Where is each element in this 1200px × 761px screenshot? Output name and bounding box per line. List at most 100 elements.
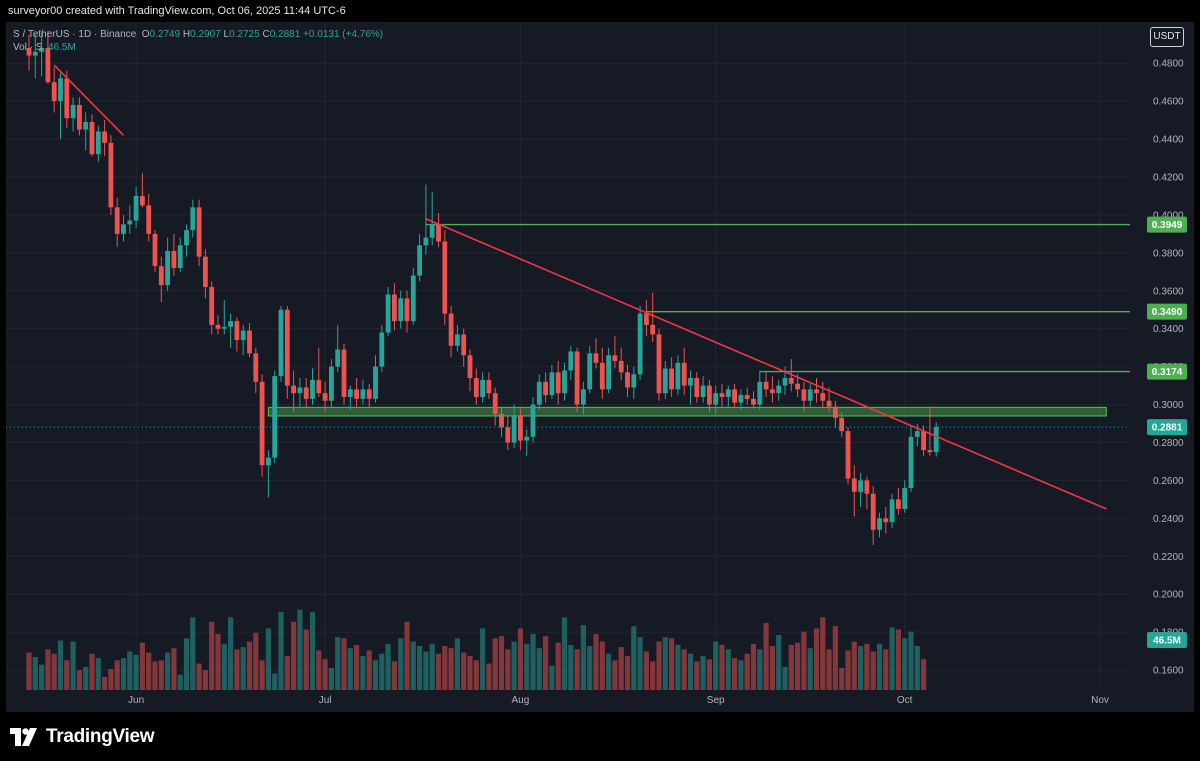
volume-bar <box>246 641 253 690</box>
volume-bar <box>253 632 259 690</box>
candle-body <box>240 330 246 341</box>
volume-bar <box>914 646 920 690</box>
candle-body <box>896 499 901 509</box>
candle-body <box>366 389 372 399</box>
volume-bar <box>32 657 38 690</box>
candle-body <box>851 478 857 492</box>
volume-bar <box>83 666 89 690</box>
volume-bar <box>335 637 341 690</box>
candle-body <box>184 230 189 246</box>
currency-button[interactable]: USDT <box>1150 27 1184 47</box>
volume-bar <box>442 646 448 690</box>
candle-body <box>486 379 492 394</box>
candle-body <box>127 220 133 225</box>
candle-body <box>536 381 542 405</box>
price-tick-label: 0.3400 <box>1153 324 1184 335</box>
candle-body <box>618 360 624 373</box>
volume-bar <box>379 653 385 690</box>
close-value: 0.2881 <box>269 29 301 40</box>
price-tag-box <box>1147 632 1187 648</box>
volume-bar <box>417 646 423 690</box>
volume-bar <box>889 627 895 690</box>
candle-body <box>259 381 265 466</box>
candle-body <box>914 431 920 437</box>
price-tag-label: 0.3949 <box>1152 220 1183 231</box>
candle-body <box>322 393 328 401</box>
candle-body <box>845 431 851 479</box>
candle-body <box>316 379 322 394</box>
footer <box>0 712 1200 761</box>
candle-body <box>448 313 454 346</box>
candle-body <box>599 362 605 390</box>
volume-bar <box>788 644 794 690</box>
volume-bar <box>820 617 826 690</box>
volume-bar <box>832 626 838 690</box>
time-tick-label: Oct <box>897 695 913 706</box>
volume-bar <box>366 650 372 690</box>
volume-bar <box>738 660 744 690</box>
symbol-name: S / TetherUS · 1D · Binance <box>13 29 137 40</box>
volume-bar <box>448 648 454 690</box>
price-axis[interactable]: 0.4800 0.4600 0.4400 0.4200 0.4000 0.3800 0.36… <box>1153 59 1184 677</box>
volume-bar <box>511 641 517 690</box>
candle-body <box>39 48 44 52</box>
volume-bar <box>908 631 914 690</box>
volume-bar <box>801 631 807 690</box>
candle-body <box>921 431 926 451</box>
volume-bar <box>234 649 240 690</box>
candle-body <box>461 334 467 356</box>
candle-body <box>889 499 895 523</box>
time-axis[interactable]: Jun Jul Aug Sep Oct Nov <box>128 695 1109 706</box>
candle-body <box>310 379 315 399</box>
volume-bar <box>284 655 290 690</box>
volume-bar <box>876 643 883 690</box>
volume-bar <box>454 638 460 690</box>
volume-bar <box>543 636 549 690</box>
volume-bar <box>322 659 328 690</box>
volume-bar <box>870 651 876 690</box>
volume-bar <box>858 646 864 690</box>
volume-bar <box>259 660 265 690</box>
time-tick-label: Aug <box>512 695 530 706</box>
time-tick-label: Sep <box>707 695 725 706</box>
candle-body <box>877 518 882 530</box>
volume-bar <box>297 609 303 690</box>
volume-bar <box>643 651 649 690</box>
volume-bar <box>561 617 568 690</box>
candle-body <box>272 376 278 458</box>
symbol-legend[interactable]: S / TetherUS · 1D · Binance O0.2749 H0.2… <box>13 29 383 40</box>
volume-bar <box>435 653 442 690</box>
candle-body <box>858 480 863 492</box>
volume-bar <box>165 652 171 690</box>
candle-body <box>650 324 656 335</box>
candle-body <box>32 51 38 56</box>
candle-body <box>719 393 725 397</box>
chart-canvas[interactable]: 0.4800 0.4600 0.4400 0.4200 0.4000 0.3800 0.36… <box>6 22 1194 712</box>
tradingview-logo[interactable]: TradingView <box>10 724 155 750</box>
volume-bar <box>725 649 731 690</box>
volume-bar <box>675 644 681 690</box>
volume-bar <box>190 617 196 690</box>
candle-body <box>45 48 51 83</box>
volume-bar <box>593 633 599 690</box>
volume-bar <box>391 661 397 690</box>
candle-body <box>480 379 485 397</box>
candle-body <box>83 121 89 130</box>
volume-bar <box>505 649 511 690</box>
tradingview-logo-icon <box>10 728 37 746</box>
candle-body <box>121 224 126 234</box>
candle-body <box>839 417 845 432</box>
volume-bar <box>713 641 719 690</box>
price-tick-label: 0.1600 <box>1153 666 1184 677</box>
volume-legend[interactable]: Vol · S 46.5M <box>13 42 76 53</box>
candle-body <box>820 393 826 401</box>
volume-bar <box>839 668 845 690</box>
volume-bar <box>114 660 120 690</box>
price-tag-label: 0.2881 <box>1152 423 1183 434</box>
chart-panel[interactable]: 0.4800 0.4600 0.4400 0.4200 0.4000 0.3800 0.36… <box>6 22 1194 712</box>
candle-body <box>146 205 152 234</box>
candle-body <box>549 372 555 396</box>
candle-body <box>776 385 782 394</box>
candle-body <box>335 349 341 367</box>
volume-bar <box>39 664 45 690</box>
